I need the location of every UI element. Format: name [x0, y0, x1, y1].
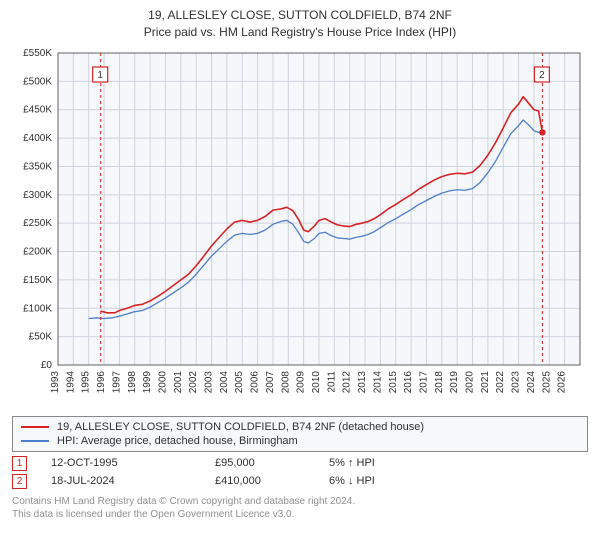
x-tick-label: 1994 [65, 370, 76, 393]
credit-line-2: This data is licensed under the Open Gov… [12, 508, 588, 521]
x-tick-label: 1998 [127, 370, 138, 393]
x-tick-label: 1999 [142, 370, 153, 393]
price-chart: £0 £50K £100K £150K £200K £250K £300K £350K £400… [10, 45, 590, 410]
x-tick-label: 2020 [465, 370, 476, 393]
x-tick-label: 2004 [219, 370, 230, 393]
x-tick-label: 2019 [449, 370, 460, 393]
legend-swatch [21, 426, 49, 428]
x-tick-label: 2008 [280, 370, 291, 393]
x-tick-label: 2014 [372, 370, 383, 393]
y-tick-label: £100K [23, 303, 52, 314]
x-tick-label: 2018 [434, 370, 445, 393]
x-tick-label: 2026 [557, 370, 568, 393]
credit-line-1: Contains HM Land Registry data © Crown c… [12, 495, 588, 508]
marker-badge-text: 1 [97, 70, 103, 81]
x-tick-label: 2009 [296, 370, 307, 393]
x-tick-label: 1993 [50, 370, 61, 393]
sale-date: 18-JUL-2024 [51, 475, 191, 487]
x-tick-label: 2000 [157, 370, 168, 393]
y-tick-label: £50K [29, 331, 53, 342]
y-tick-label: £150K [23, 275, 52, 286]
sale-marker-badge: 1 [12, 456, 27, 471]
x-tick-label: 2021 [480, 370, 491, 393]
x-tick-label: 2012 [342, 370, 353, 393]
x-tick-label: 2017 [418, 370, 429, 393]
x-tick-label: 2006 [250, 370, 261, 393]
legend-swatch [21, 440, 49, 442]
legend-label: HPI: Average price, detached house, Birm… [57, 435, 298, 447]
sale-delta: 6% ↓ HPI [329, 475, 375, 487]
x-tick-label: 2013 [357, 370, 368, 393]
y-tick-label: £0 [41, 360, 53, 371]
legend: 19, ALLESLEY CLOSE, SUTTON COLDFIELD, B7… [12, 416, 588, 452]
series-endpoint [539, 129, 545, 135]
x-tick-label: 2016 [403, 370, 414, 393]
x-tick-label: 2022 [495, 370, 506, 393]
y-tick-label: £250K [23, 218, 52, 229]
x-tick-label: 2007 [265, 370, 276, 393]
legend-item: HPI: Average price, detached house, Birm… [21, 435, 579, 447]
y-tick-label: £200K [23, 246, 52, 257]
legend-label: 19, ALLESLEY CLOSE, SUTTON COLDFIELD, B7… [57, 421, 424, 433]
credit-text: Contains HM Land Registry data © Crown c… [12, 495, 588, 521]
x-tick-label: 2002 [188, 370, 199, 393]
chart-subtitle: Price paid vs. HM Land Registry's House … [10, 25, 590, 39]
y-tick-label: £450K [23, 104, 52, 115]
x-tick-label: 2023 [511, 370, 522, 393]
sale-delta: 5% ↑ HPI [329, 457, 375, 469]
sale-row: 2 18-JUL-2024 £410,000 6% ↓ HPI [12, 474, 588, 489]
sale-row: 1 12-OCT-1995 £95,000 5% ↑ HPI [12, 456, 588, 471]
x-tick-label: 2025 [541, 370, 552, 393]
x-tick-label: 1995 [81, 370, 92, 393]
legend-item: 19, ALLESLEY CLOSE, SUTTON COLDFIELD, B7… [21, 421, 579, 433]
x-tick-label: 2011 [326, 370, 337, 392]
y-tick-label: £350K [23, 161, 52, 172]
x-tick-label: 1997 [111, 370, 122, 393]
page-title: 19, ALLESLEY CLOSE, SUTTON COLDFIELD, B7… [10, 8, 590, 24]
x-tick-label: 2015 [388, 370, 399, 393]
sale-date: 12-OCT-1995 [51, 457, 191, 469]
y-tick-label: £500K [23, 76, 52, 87]
x-tick-label: 1996 [96, 370, 107, 393]
x-tick-label: 2001 [173, 370, 184, 393]
y-tick-label: £400K [23, 133, 52, 144]
x-tick-label: 2003 [204, 370, 215, 393]
x-tick-label: 2010 [311, 370, 322, 393]
marker-badge-text: 2 [539, 70, 545, 81]
sale-marker-badge: 2 [12, 474, 27, 489]
sale-price: £410,000 [215, 475, 305, 487]
sale-price: £95,000 [215, 457, 305, 469]
x-tick-label: 2024 [526, 370, 537, 393]
x-tick-label: 2005 [234, 370, 245, 393]
y-tick-label: £300K [23, 189, 52, 200]
y-tick-label: £550K [23, 48, 52, 59]
